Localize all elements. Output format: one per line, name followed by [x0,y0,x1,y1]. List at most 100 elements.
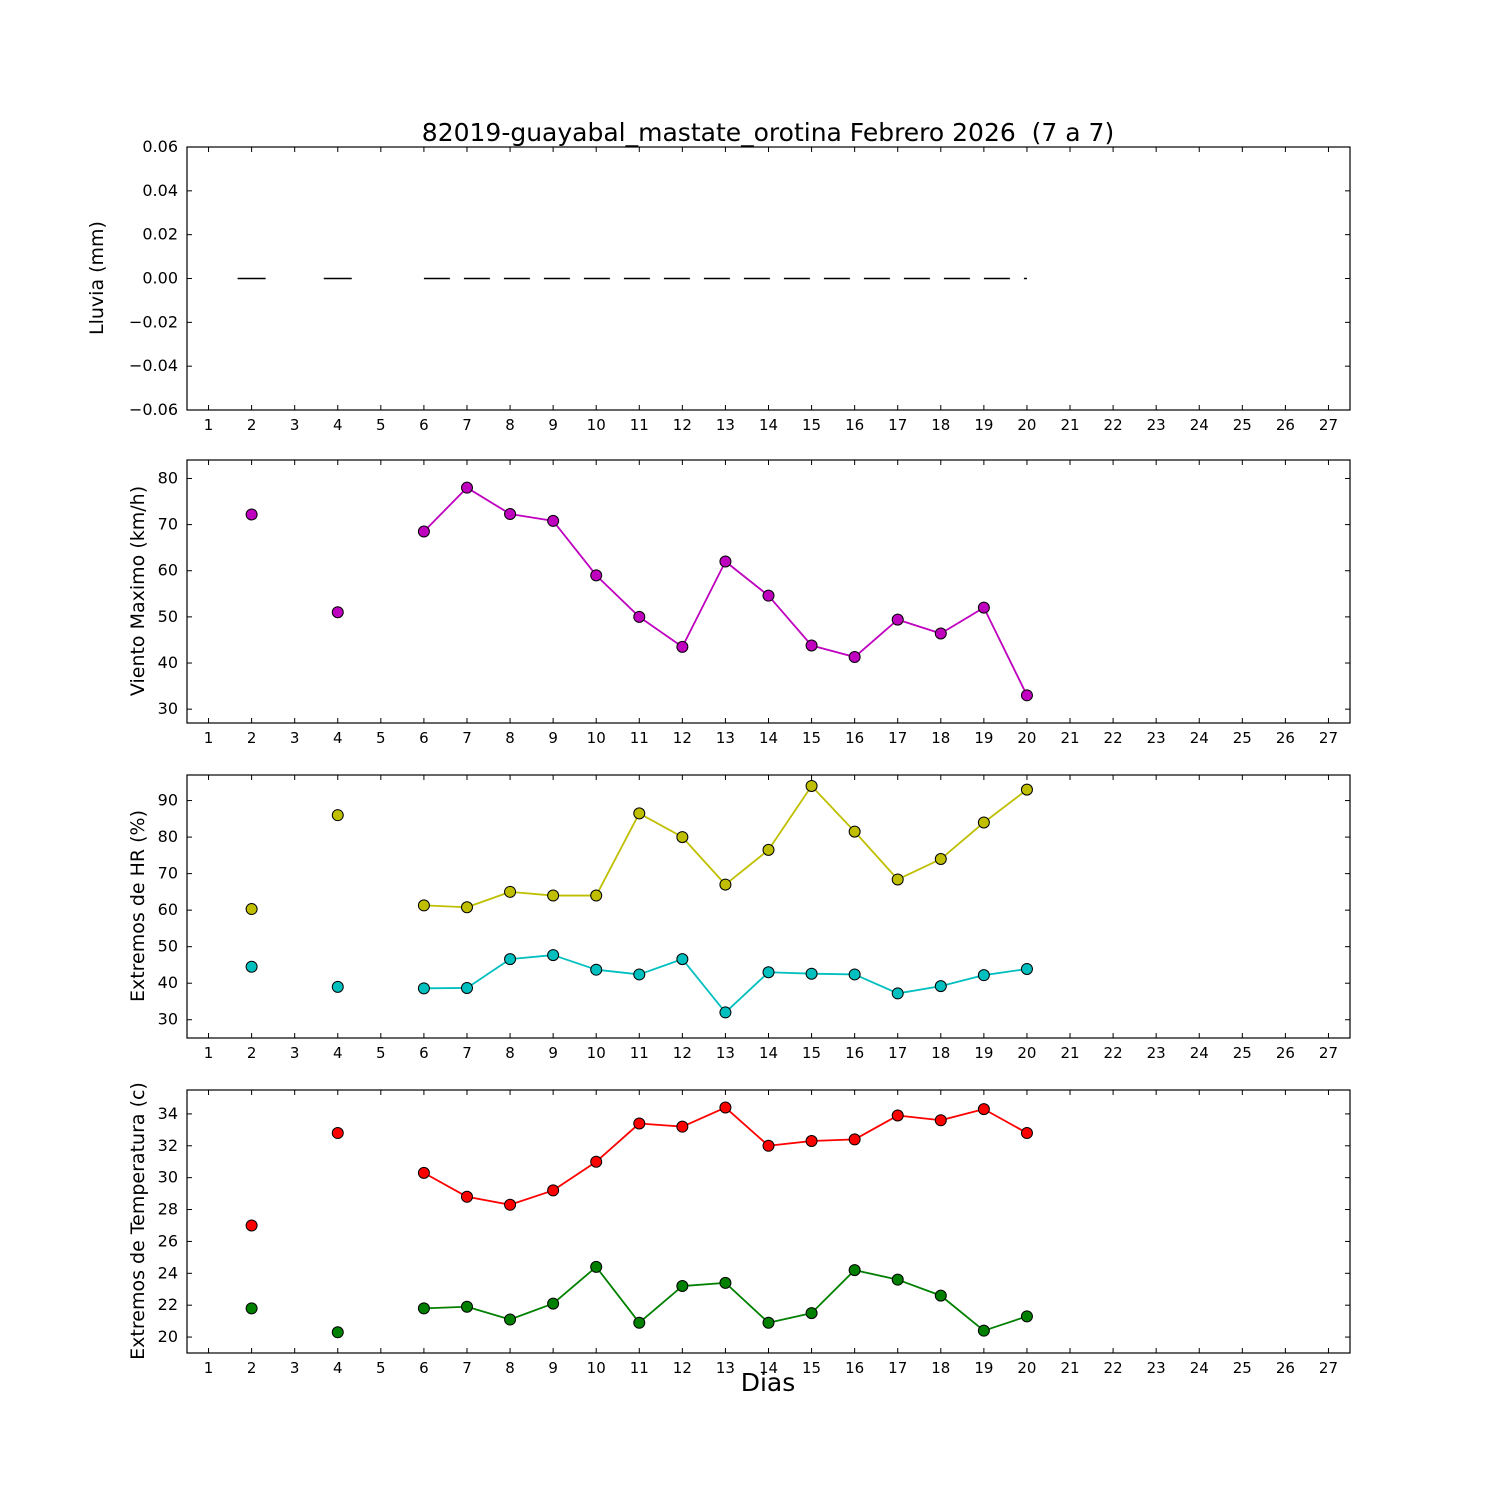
x-tick-label: 14 [759,416,778,434]
x-tick-label: 17 [888,416,907,434]
data-point [719,1006,732,1019]
data-point [977,601,990,614]
x-tick-label: 16 [845,416,864,434]
x-tick-label: 6 [419,729,429,747]
y-tick-label: 24 [158,1263,178,1282]
data-point [331,809,344,822]
x-tick-label: 14 [759,729,778,747]
data-point [805,967,818,980]
data-point [460,1300,473,1313]
data-point [504,885,517,898]
x-tick-label: 5 [376,1044,386,1062]
y-ticks: 30 40 50 60 70 80 [158,468,1350,718]
subplot-2: 1 2 3 4 5 6 7 8 9 10 11 12 13 14 15 16 17 18 19 20 21 22 23 24 2… [158,774,1351,1062]
x-tick-label: 11 [630,1044,649,1062]
x-tick-label: 22 [1104,416,1123,434]
x-tick-label: 20 [1017,729,1036,747]
y-tick-label: 30 [158,699,178,718]
data-point [848,968,861,981]
data-point [805,779,818,792]
data-point [460,901,473,914]
y-tick-label: 40 [158,973,178,992]
data-point [547,1184,560,1197]
x-tick-label: 26 [1276,416,1295,434]
x-tick-label: 25 [1233,729,1252,747]
x-tick-label: 23 [1147,416,1166,434]
y-tick-label: 60 [158,900,178,919]
y-tick-label: 0.00 [142,269,178,288]
x-tick-label: 22 [1104,1044,1123,1062]
x-tick-label: 12 [673,729,692,747]
x-tick-label: 2 [247,416,257,434]
y-tick-label: −0.04 [129,356,178,375]
x-ticks: 1 2 3 4 5 6 7 8 9 10 11 12 13 14 15 16 17 18 19 20 21 22 23 24 2… [204,1090,1338,1377]
series-viento_maximo [245,481,1033,702]
data-point [762,843,775,856]
y-tick-label: 70 [158,515,178,534]
x-tick-label: 25 [1233,416,1252,434]
x-tick-label: 24 [1190,416,1209,434]
x-tick-label: 26 [1276,1044,1295,1062]
series-line [423,486,1028,696]
data-point [417,899,430,912]
x-tick-label: 10 [587,1359,606,1377]
data-point [460,481,473,494]
x-tick-label: 24 [1190,729,1209,747]
data-point [633,807,646,820]
x-tick-label: 11 [630,416,649,434]
x-tick-label: 10 [587,729,606,747]
data-point [590,1155,603,1168]
data-point [805,1307,818,1320]
x-tick-label: 16 [845,1359,864,1377]
x-tick-label: 10 [587,1044,606,1062]
x-tick-label: 8 [505,729,515,747]
x-tick-label: 13 [716,416,735,434]
data-point [676,1280,689,1293]
x-tick-label: 16 [845,729,864,747]
y-tick-label: 0.04 [142,181,178,200]
axes-frame [186,1089,1351,1354]
y-ticks: 30 40 50 60 70 80 90 [158,791,1350,1029]
x-tick-label: 11 [630,729,649,747]
x-tick-label: 9 [548,1359,558,1377]
data-point [934,853,947,866]
y-tick-label: 20 [158,1327,178,1346]
x-tick-label: 15 [802,416,821,434]
data-point [1020,689,1033,702]
series-temperatura_maxima [245,1101,1033,1232]
x-tick-label: 22 [1104,1359,1123,1377]
y-tick-label: 26 [158,1231,178,1250]
series-hr_minima [245,949,1033,1019]
x-tick-label: 13 [716,729,735,747]
data-point [719,555,732,568]
x-tick-label: 24 [1190,1359,1209,1377]
data-point [417,982,430,995]
x-tick-label: 4 [333,416,343,434]
data-point [331,1127,344,1140]
data-point [719,878,732,891]
x-tick-label: 27 [1319,1359,1338,1377]
x-tick-label: 26 [1276,729,1295,747]
y-tick-label: 50 [158,937,178,956]
data-point [504,953,517,966]
x-tick-label: 12 [673,1359,692,1377]
data-point [460,1190,473,1203]
x-tick-label: 21 [1060,729,1079,747]
data-point [891,987,904,1000]
x-tick-label: 25 [1233,1044,1252,1062]
data-point [1020,783,1033,796]
x-tick-label: 27 [1319,729,1338,747]
data-point [633,968,646,981]
x-tick-label: 2 [247,1359,257,1377]
x-tick-label: 6 [419,1359,429,1377]
y-tick-label: 80 [158,468,178,487]
data-point [977,816,990,829]
x-tick-label: 22 [1104,729,1123,747]
y-tick-label: 22 [158,1295,178,1314]
x-tick-label: 4 [333,1044,343,1062]
data-point [934,627,947,640]
data-point [977,969,990,982]
data-point [417,1302,430,1315]
